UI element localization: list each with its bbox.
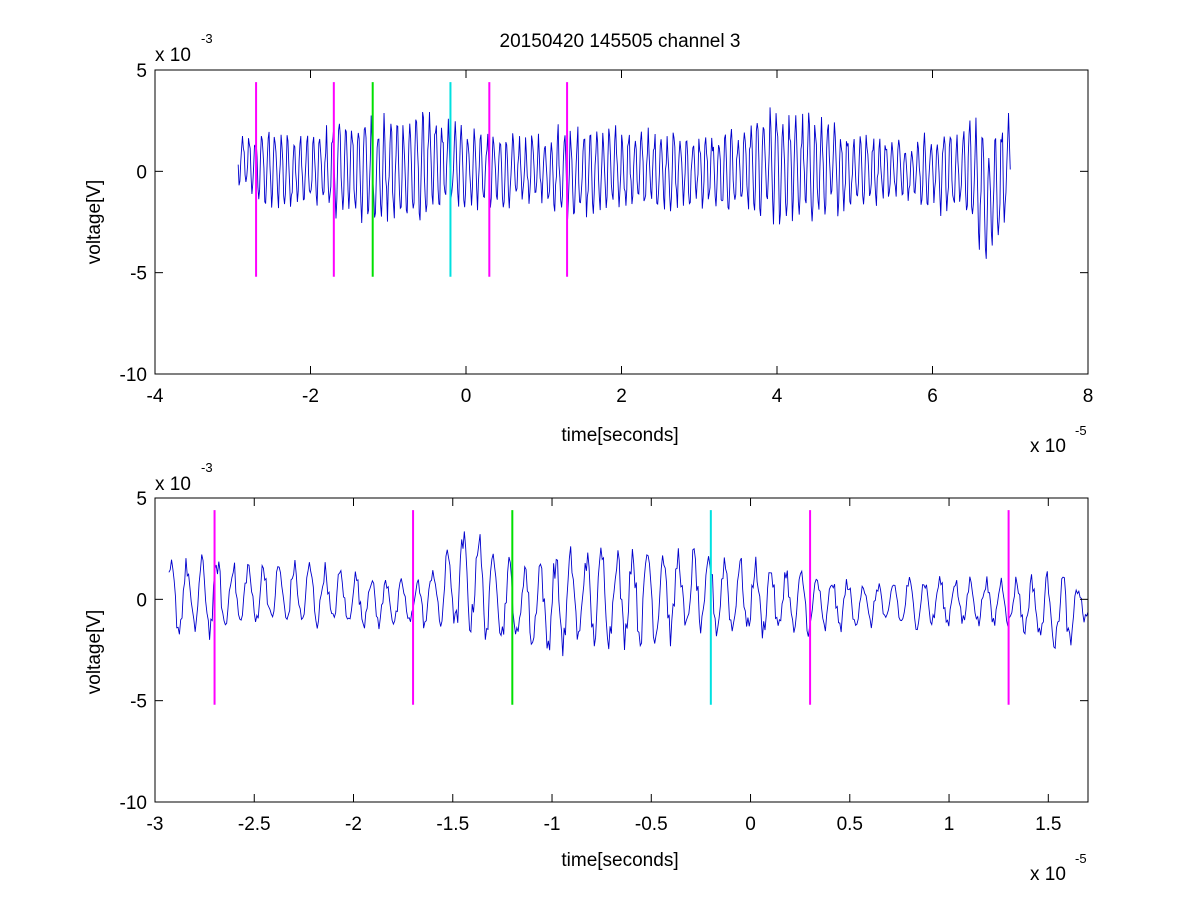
bottom-y-tick-label: -10: [120, 793, 147, 814]
top-x-tick-label: 4: [772, 386, 783, 407]
bottom-series-layer: [168, 531, 1089, 657]
top-y-tick-label: -10: [120, 365, 147, 386]
top-x-tick-label: 8: [1083, 386, 1094, 407]
bottom-x-multiplier: x 10 -5: [1030, 851, 1087, 885]
bottom-y-multiplier-base: x 10: [155, 474, 191, 495]
bottom-x-tick-label: -2: [345, 814, 362, 835]
bottom-y-tick-label: 0: [136, 590, 147, 611]
top-ticks-layer: -4 -2 0 2 4 6 8 -10 -5 0 5: [120, 61, 1094, 407]
bottom-x-tick-label: -2.5: [238, 814, 271, 835]
bottom-plot-frame: [154, 497, 1089, 803]
bottom-ticks-layer: -3 -2.5 -2 -1.5 -1 -0.5 0 0.5 1 1.5 -10 -5 0 5: [120, 489, 1088, 835]
bottom-x-tick-label: -3: [147, 814, 164, 835]
bottom-panel: -3 -2.5 -2 -1.5 -1 -0.5 0 0.5 1 1.5 -10 -5 0 5 time[s…: [84, 460, 1089, 885]
top-x-multiplier-base: x 10: [1030, 436, 1066, 457]
bottom-marker-layer: [213, 510, 1010, 705]
top-x-tick-label: -4: [147, 386, 164, 407]
bottom-x-tick-label: -0.5: [635, 814, 668, 835]
bottom-x-tick-label: 0: [745, 814, 756, 835]
top-y-multiplier: x 10 -3: [155, 31, 213, 66]
top-y-tick-label: 5: [136, 61, 147, 82]
bottom-x-multiplier-exponent: -5: [1075, 851, 1087, 866]
top-y-axis-label: voltage[V]: [84, 180, 105, 265]
bottom-x-tick-label: -1.5: [436, 814, 469, 835]
bottom-y-tick-label: -5: [130, 692, 147, 713]
top-x-tick-label: -2: [302, 386, 319, 407]
bottom-voltage-trace: [168, 531, 1089, 657]
top-y-multiplier-exponent: -3: [201, 31, 213, 46]
top-marker-layer: [255, 82, 569, 277]
top-x-tick-label: 0: [461, 386, 472, 407]
top-x-tick-label: 6: [927, 386, 938, 407]
bottom-x-tick-label: 0.5: [837, 814, 863, 835]
bottom-x-multiplier-base: x 10: [1030, 864, 1066, 885]
bottom-x-tick-label: -1: [544, 814, 561, 835]
top-panel: -4 -2 0 2 4 6 8 -10 -5 0 5 time[seconds] voltage[V…: [84, 31, 1093, 457]
figure-title: 20150420 145505 channel 3: [500, 31, 741, 52]
bottom-y-axis-label: voltage[V]: [84, 610, 105, 695]
bottom-y-tick-label: 5: [136, 489, 147, 510]
top-y-multiplier-base: x 10: [155, 45, 191, 66]
top-x-multiplier: x 10 -5: [1030, 423, 1087, 457]
top-y-tick-label: -5: [130, 264, 147, 285]
bottom-y-multiplier: x 10 -3: [155, 460, 213, 495]
bottom-x-tick-label: 1: [944, 814, 955, 835]
top-voltage-trace: [237, 107, 1011, 259]
top-series-layer: [237, 107, 1011, 259]
bottom-y-multiplier-exponent: -3: [201, 460, 213, 475]
top-x-axis-label: time[seconds]: [561, 425, 678, 446]
top-x-tick-label: 2: [616, 386, 627, 407]
bottom-x-tick-label: 1.5: [1035, 814, 1061, 835]
top-y-tick-label: 0: [136, 162, 147, 183]
top-x-multiplier-exponent: -5: [1075, 423, 1087, 438]
bottom-x-axis-label: time[seconds]: [561, 850, 678, 871]
